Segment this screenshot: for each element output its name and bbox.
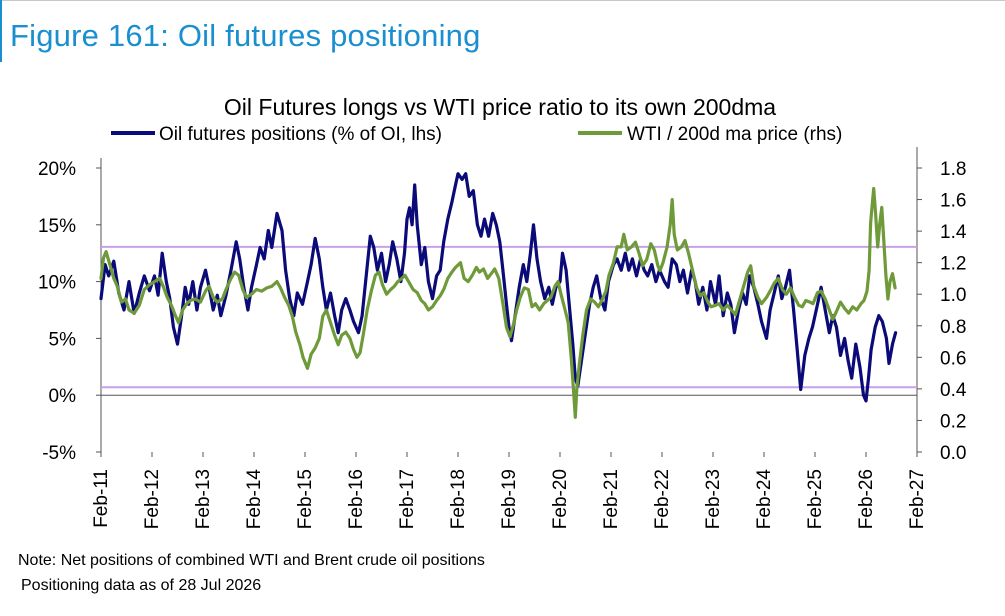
x-axis-tick-label: Feb-12 bbox=[142, 469, 163, 529]
left-axis-tick-label: 20% bbox=[38, 159, 76, 180]
x-axis-tick-label: Feb-17 bbox=[397, 469, 418, 529]
right-axis-tick-label: 0.0 bbox=[940, 443, 966, 464]
left-axis-tick-label: 10% bbox=[38, 273, 76, 294]
right-axis-tick-label: 0.4 bbox=[940, 380, 967, 401]
figure-top-rule bbox=[0, 0, 1005, 1]
legend-label-positions: Oil futures positions (% of OI, lhs) bbox=[159, 124, 442, 145]
right-axis-tick-label: 1.4 bbox=[940, 222, 967, 243]
x-axis-tick-label: Feb-19 bbox=[499, 469, 520, 529]
x-axis-tick-label: Feb-22 bbox=[652, 469, 673, 529]
figure-title: Figure 161: Oil futures positioning bbox=[10, 18, 481, 53]
x-axis-tick-label: Feb-15 bbox=[295, 469, 316, 529]
x-axis-tick-label: Feb-23 bbox=[703, 469, 724, 529]
left-axis-tick-label: 0% bbox=[49, 386, 77, 407]
x-axis-tick-label: Feb-16 bbox=[346, 469, 367, 529]
right-axis-tick-label: 1.8 bbox=[940, 159, 966, 180]
x-axis-tick-label: Feb-21 bbox=[601, 469, 622, 529]
right-axis-tick-label: 0.8 bbox=[940, 317, 966, 338]
x-axis-tick-label: Feb-14 bbox=[244, 469, 265, 530]
footnote-1: Note: Net positions of combined WTI and … bbox=[18, 552, 485, 569]
left-axis-tick-label: -5% bbox=[42, 443, 76, 464]
x-axis-tick-label: Feb-13 bbox=[193, 469, 214, 529]
x-axis-tick-label: Feb-18 bbox=[448, 469, 469, 529]
series-line-ratio bbox=[99, 186, 897, 419]
right-axis-tick-label: 0.6 bbox=[940, 348, 966, 369]
x-axis-tick-label: Feb-24 bbox=[754, 469, 775, 530]
left-axis-tick-label: 15% bbox=[38, 216, 76, 237]
x-axis-tick-label: Feb-27 bbox=[907, 469, 928, 529]
left-axis-tick-label: 5% bbox=[49, 329, 77, 350]
right-axis-tick-label: 1.6 bbox=[940, 191, 966, 212]
x-axis-tick-label: Feb-20 bbox=[550, 469, 571, 529]
right-axis-tick-label: 1.0 bbox=[940, 285, 966, 306]
footnote-2: Positioning data as of 28 Jul 2026 bbox=[21, 577, 262, 594]
x-axis-tick-label: Feb-25 bbox=[805, 469, 826, 529]
figure-left-rule bbox=[0, 0, 2, 62]
legend-label-ratio: WTI / 200d ma price (rhs) bbox=[627, 124, 842, 145]
x-axis-tick-label: Feb-11 bbox=[91, 469, 112, 528]
chart-title: Oil Futures longs vs WTI price ratio to … bbox=[224, 94, 776, 120]
series-line-positions bbox=[99, 172, 898, 403]
right-axis-tick-label: 0.2 bbox=[940, 411, 966, 432]
legend: Oil futures positions (% of OI, lhs) WTI… bbox=[111, 124, 842, 145]
right-axis-tick-label: 1.2 bbox=[940, 254, 966, 275]
x-axis-tick-label: Feb-26 bbox=[856, 469, 877, 529]
